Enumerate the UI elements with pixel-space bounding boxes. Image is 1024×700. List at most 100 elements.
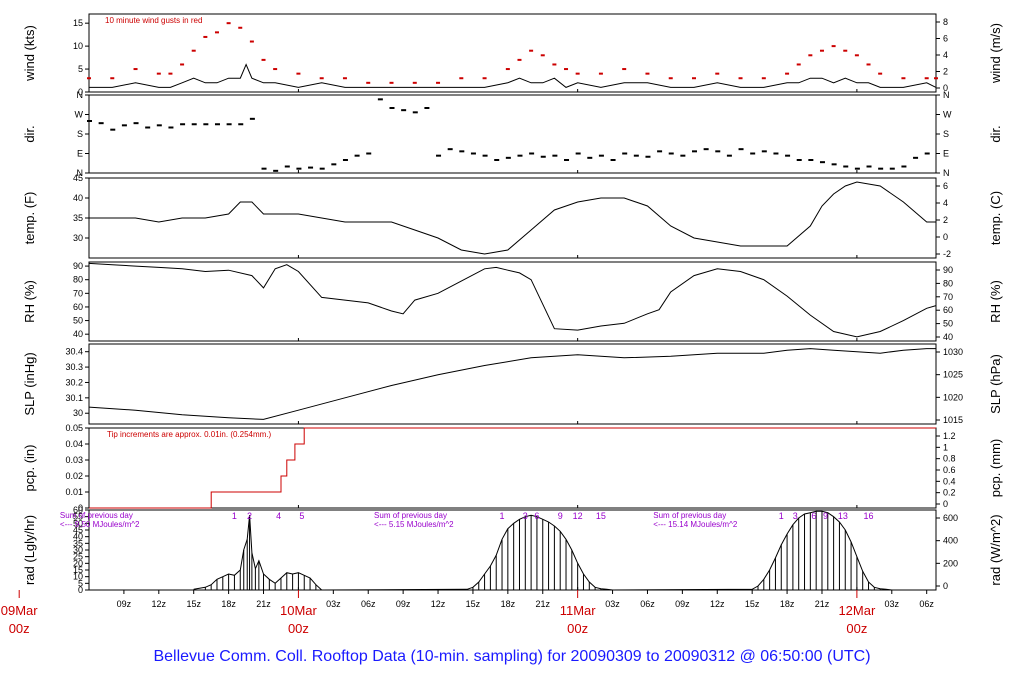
rad-hour-mark: 15 [596, 511, 606, 521]
wind-dir-mark [808, 159, 814, 161]
pcp-note: Tip increments are approx. 0.01in. (0.25… [107, 430, 272, 439]
time-tick-label: 21z [815, 599, 830, 609]
wind-dir-mark [284, 165, 290, 168]
y2tick-label-dir: N [943, 168, 950, 178]
ytick-label-rad: 0 [78, 585, 83, 595]
wind-dir-mark [482, 154, 488, 157]
wind-gust-mark [296, 72, 301, 75]
wind-dir-mark [505, 156, 511, 159]
wind-dir-mark [98, 122, 104, 125]
y2tick-label-slp: 1030 [943, 347, 963, 357]
ytick-label-rad: 40 [73, 532, 83, 542]
ytick-label-slp: 30.3 [65, 362, 83, 372]
wind-gust-mark [785, 72, 790, 75]
ytick-label-rh: 60 [73, 302, 83, 312]
wind-dir-mark [308, 166, 314, 169]
ytick-label-rh: 40 [73, 329, 83, 339]
time-tick-label: 06z [640, 599, 655, 609]
rad-sum-label: Sum of previous day [653, 511, 726, 520]
wind-gust-mark [517, 58, 522, 61]
wind-dir-mark [331, 163, 337, 166]
wind-dir-mark [121, 124, 127, 127]
wind-gust-mark [796, 63, 801, 66]
wind-dir-mark [575, 152, 581, 155]
wind-dir-mark [436, 154, 442, 157]
ytick-label-rad: 5 [78, 578, 83, 588]
date-hour-label: 00z [567, 621, 588, 636]
wind-gust-mark [156, 72, 161, 75]
wind-dir-mark [389, 107, 395, 109]
ytick-label-rh: 50 [73, 316, 83, 326]
time-tick-label: 12z [710, 599, 725, 609]
y2tick-label-pcp: 0.6 [943, 465, 956, 475]
wind-dir-mark [226, 123, 232, 126]
rad-hour-mark: 6 [811, 511, 816, 521]
ytick-label-pcp: 0.05 [65, 423, 83, 433]
wind-dir-mark [633, 154, 639, 157]
y2tick-label-rad: 200 [943, 558, 958, 568]
ytick-label-wind: 15 [73, 18, 83, 28]
wind-dir-mark [692, 150, 697, 153]
wind-dir-mark [156, 124, 162, 127]
ytick-label-wind: 0 [78, 87, 83, 97]
wind-dir-mark [133, 122, 139, 125]
wind-gust-mark [389, 81, 394, 84]
rad-sum-value: <--- 15.14 MJoules/m^2 [653, 520, 738, 529]
ytick-label-temp: 40 [73, 193, 83, 203]
chart-footer-title: Bellevue Comm. Coll. Rooftop Data (10-mi… [153, 648, 871, 665]
y2tick-label-pcp: 0.8 [943, 454, 956, 464]
wind-dir-mark [889, 167, 895, 170]
ytick-label-slp: 30.2 [65, 377, 83, 387]
wind-dir-mark [924, 152, 930, 155]
rad-hour-mark: 1 [779, 511, 784, 521]
ytick-label-rad: 10 [73, 572, 83, 582]
wind-dir-mark [843, 165, 849, 168]
wind-gust-mark [133, 68, 138, 71]
y2tick-label-rh: 40 [943, 332, 953, 342]
ylabel-wind: wind (kts) [22, 25, 37, 82]
wind-dir-mark [819, 161, 825, 164]
wind-dir-mark [901, 165, 907, 168]
wind-gust-mark [575, 72, 580, 75]
y2tick-label-temp: 2 [943, 215, 948, 225]
wind-gust-mark [901, 77, 906, 80]
wind-dir-mark [703, 148, 709, 151]
panel-frame-wind [88, 13, 937, 93]
panel-frame-slp [88, 343, 937, 425]
wind-dir-mark [261, 167, 267, 170]
date-label: 10Mar [280, 603, 318, 618]
rad-hour-mark: 9 [823, 511, 828, 521]
wind-dir-mark [249, 117, 255, 120]
ylabel2-pcp: pcp. (mm) [988, 439, 1003, 498]
wind-dir-mark [319, 167, 325, 170]
wind-dir-mark [878, 167, 884, 170]
ytick-label-temp: 30 [73, 233, 83, 243]
ytick-label-dir: E [77, 149, 83, 159]
wind-gust-mark [761, 77, 766, 80]
wind-dir-mark [796, 159, 802, 161]
ytick-label-pcp: 0.04 [65, 439, 83, 449]
date-hour-label: 00z [846, 621, 867, 636]
ytick-label-rh: 70 [73, 288, 83, 298]
time-tick-label: 18z [501, 599, 516, 609]
wind-gust-mark [249, 40, 254, 43]
y2tick-label-wind: 8 [943, 17, 948, 27]
wind-gust-mark [214, 31, 219, 34]
wind-gust-mark [226, 22, 231, 25]
y2tick-label-temp: 6 [943, 181, 948, 191]
wind-dir-mark [238, 123, 244, 126]
time-tick-label: 03z [326, 599, 341, 609]
y2tick-label-dir: S [943, 129, 949, 139]
rad-hour-mark: 3 [793, 511, 798, 521]
date-label: 12Mar [838, 603, 876, 618]
wind-gust-mark [273, 68, 278, 71]
rad-sum-value: <--- 9.50 MJoules/m^2 [60, 520, 140, 529]
date-label: 09Mar [1, 603, 39, 618]
rad-hour-mark: 3 [523, 511, 528, 521]
y2tick-label-wind: 0 [943, 83, 948, 93]
ytick-label-rh: 90 [73, 261, 83, 271]
wind-dir-mark [180, 123, 186, 126]
y2tick-label-rh: 90 [943, 265, 953, 275]
wind-dir-mark [738, 148, 744, 151]
panel-frame-dir [88, 94, 937, 174]
